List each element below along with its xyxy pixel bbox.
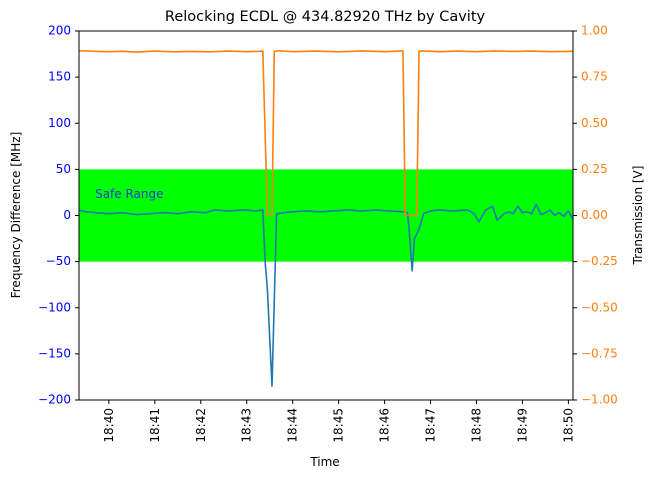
right-y-tick-label: 0.75 (581, 70, 608, 84)
left-y-tick-label: −150 (38, 346, 71, 360)
left-y-tick-label: 100 (48, 116, 71, 130)
safe-range-label: Safe Range (95, 187, 163, 201)
right-y-tick-label: 0.50 (581, 116, 608, 130)
right-y-tick-label: 1.00 (581, 24, 608, 38)
x-tick-label: 18:44 (286, 408, 300, 443)
right-y-tick-label: −0.25 (581, 254, 618, 268)
axes: 18:40 18:41 18:42 18:43 18:44 18:45 18:46 18:47… (38, 24, 618, 443)
plot-area: Safe Range (78, 49, 574, 387)
chart-title: Relocking ECDL @ 434.82920 THz by Cavity (165, 9, 486, 25)
x-tick-label: 18:40 (102, 408, 116, 443)
x-tick-label: 18:45 (332, 408, 346, 443)
left-y-axis-label: Frequency Difference [MHz] (9, 132, 23, 299)
x-tick-label: 18:50 (561, 408, 575, 443)
x-tick-label: 18:43 (240, 408, 254, 443)
x-tick-label: 18:41 (148, 408, 162, 443)
safe-range-band (79, 169, 573, 262)
right-y-axis-label: Transmission [V] (631, 166, 645, 266)
x-tick-label: 18:47 (424, 408, 438, 443)
left-y-tick-label: 200 (48, 24, 71, 38)
x-tick-label: 18:48 (469, 408, 483, 443)
x-tick-label: 18:42 (194, 408, 208, 443)
right-y-tick-label: 0.25 (581, 162, 608, 176)
left-y-tick-label: 50 (56, 162, 71, 176)
left-y-tick-label: 150 (48, 70, 71, 84)
x-tick-label: 18:49 (515, 408, 529, 443)
x-axis-label: Time (309, 455, 339, 469)
series-line-frequency-difference (78, 203, 574, 387)
left-y-tick-label: 0 (63, 208, 71, 222)
right-y-tick-label: −1.00 (581, 393, 618, 407)
right-y-tick-label: −0.75 (581, 346, 618, 360)
right-y-tick-label: −0.50 (581, 300, 618, 314)
right-y-tick-label: 0.00 (581, 208, 608, 222)
left-y-tick-label: −200 (38, 393, 71, 407)
left-y-tick-label: −100 (38, 300, 71, 314)
x-tick-label: 18:46 (378, 408, 392, 443)
series-line-transmission (78, 49, 574, 217)
left-y-tick-label: −50 (46, 254, 71, 268)
